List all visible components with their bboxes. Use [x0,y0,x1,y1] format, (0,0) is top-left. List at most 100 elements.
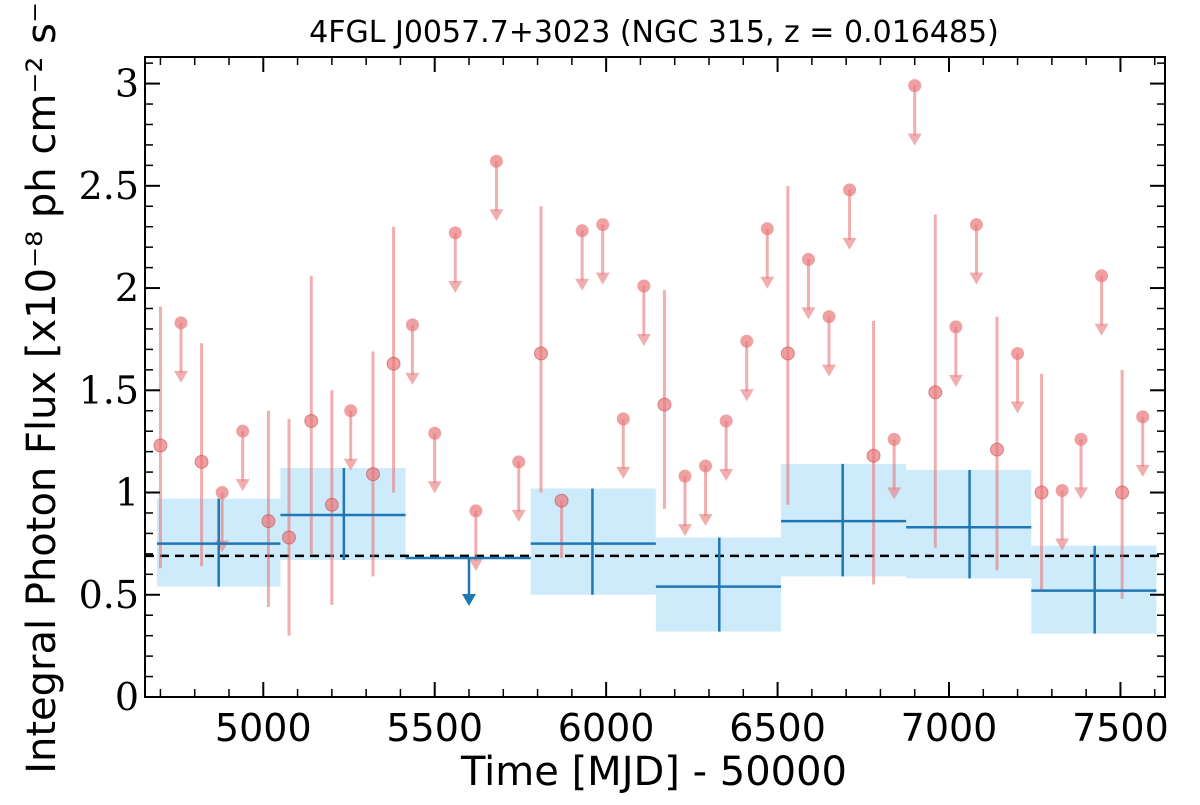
short-bin-ul-point [1136,410,1150,424]
y-tick-label: 2 [115,266,139,310]
short-bin-ul-point [469,504,483,518]
short-bin-ul-point [344,404,358,418]
short-bin-point [194,454,209,469]
short-bin-ul-arrow [719,468,734,481]
x-tick-label: 6500 [729,706,826,750]
short-bin-ul-arrow [969,272,984,285]
short-bin-ul-point [843,183,857,197]
short-bin-ul-point [760,222,774,236]
x-tick-label: 5000 [215,706,312,750]
plot-frame [144,56,1166,698]
long-bin-ul-arrow [462,593,476,606]
short-bin-ul-point [969,218,983,232]
short-bin-ul-point [1011,346,1025,360]
short-bin-ul-arrow [595,272,610,285]
x-tick-label: 7500 [1072,706,1169,750]
short-bin-ul-arrow [1094,323,1109,336]
short-bin-ul-arrow [842,237,857,250]
short-bin-point [990,442,1004,457]
short-bin-ul-point [596,218,610,232]
short-bin-ul-arrow [636,334,651,347]
short-bin-ul-point [678,469,692,483]
short-bin-ul-point [428,426,442,440]
short-bin-ul-point [489,154,503,168]
short-bin-ul-point [801,252,815,266]
short-bin-ul-arrow [801,307,816,320]
short-bin-ul-point [949,320,963,334]
short-bin-ul-arrow [343,458,358,471]
short-bin-point [928,385,943,400]
short-bin-ul-arrow [1055,538,1070,551]
y-tick-label: 1.5 [79,368,139,412]
short-bin-ul-point [740,334,754,348]
short-bin-ul-point [887,432,901,446]
short-bin-ul-point [637,279,651,293]
long-bin-points [157,463,1157,634]
short-bin-ul-point [1095,269,1109,283]
short-bin-point [534,346,548,361]
x-tick-label: 5500 [386,706,483,750]
short-bin-point [386,356,401,371]
short-bin-ul-arrow [1010,401,1025,414]
short-bin-ul-arrow [907,133,922,146]
x-tick-label: 6000 [558,706,655,750]
y-tick-label: 0 [115,675,139,719]
short-bin-point [261,514,276,529]
short-bin-ul-point [699,459,713,473]
short-bin-ul-arrow [1074,487,1088,500]
y-tick-label: 2.5 [79,164,139,208]
short-bin-ul-arrow [511,509,526,522]
short-bin-ul-arrow [948,374,963,387]
short-bin-ul-arrow [489,209,504,222]
short-bin-points [153,79,1150,636]
short-bin-point [554,493,569,508]
short-bin-ul-arrow [678,524,692,537]
short-bin-point [1034,485,1049,500]
short-bin-ul-arrow [1135,464,1150,477]
short-bin-ul-arrow [427,481,442,494]
short-bin-point [366,467,380,482]
y-axis-label: Integral Photon Flux [x10⁻⁸ ph cm⁻² s⁻¹] [19,0,65,774]
short-bin-point [282,530,296,545]
chart-title: 4FGL J0057.7+3023 (NGC 315, z = 0.016485… [309,15,999,50]
short-bin-ul-arrow [405,372,420,385]
short-bin-point [304,413,319,428]
short-bin-ul-point [1055,483,1069,497]
short-bin-ul-point [616,412,630,426]
short-bin-ul-point [236,424,250,438]
short-bin-ul-arrow [698,513,713,526]
short-bin-point [1115,485,1130,500]
short-bin-ul-point [908,79,922,93]
short-bin-ul-point [719,414,733,428]
short-bin-ul-arrow [174,370,188,383]
short-bin-ul-arrow [616,466,631,479]
short-bin-ul-point [575,224,589,238]
y-tick-label: 1 [115,471,139,515]
x-tick-label: 7000 [901,706,998,750]
short-bin-ul-point [215,486,229,500]
short-bin-point [780,346,795,361]
axis-ticks: 5000 5500 6000 6500 7000 7500 0 0.5 1 1.5 2 2.5 3 [79,57,1169,750]
short-bin-ul-point [1074,432,1088,446]
short-bin-ul-arrow [235,479,250,492]
short-bin-point [153,438,168,453]
axes-frame [144,56,1166,698]
short-bin-point [657,397,672,412]
short-bin-ul-arrow [760,276,775,289]
y-tick-label: 3 [115,62,139,106]
short-bin-point [866,448,881,463]
short-bin-ul-arrow [575,278,590,291]
short-bin-ul-point [405,318,419,332]
short-bin-ul-point [512,455,526,469]
short-bin-ul-arrow [468,558,483,571]
short-bin-ul-arrow [448,280,463,293]
short-bin-ul-point [822,310,836,324]
short-bin-ul-point [448,226,462,240]
x-axis-label: Time [MJD] - 50000 [460,749,847,795]
short-bin-ul-arrow [887,487,902,500]
y-tick-label: 0.5 [79,573,139,617]
short-bin-point [324,497,339,512]
short-bin-ul-arrow [739,389,754,402]
